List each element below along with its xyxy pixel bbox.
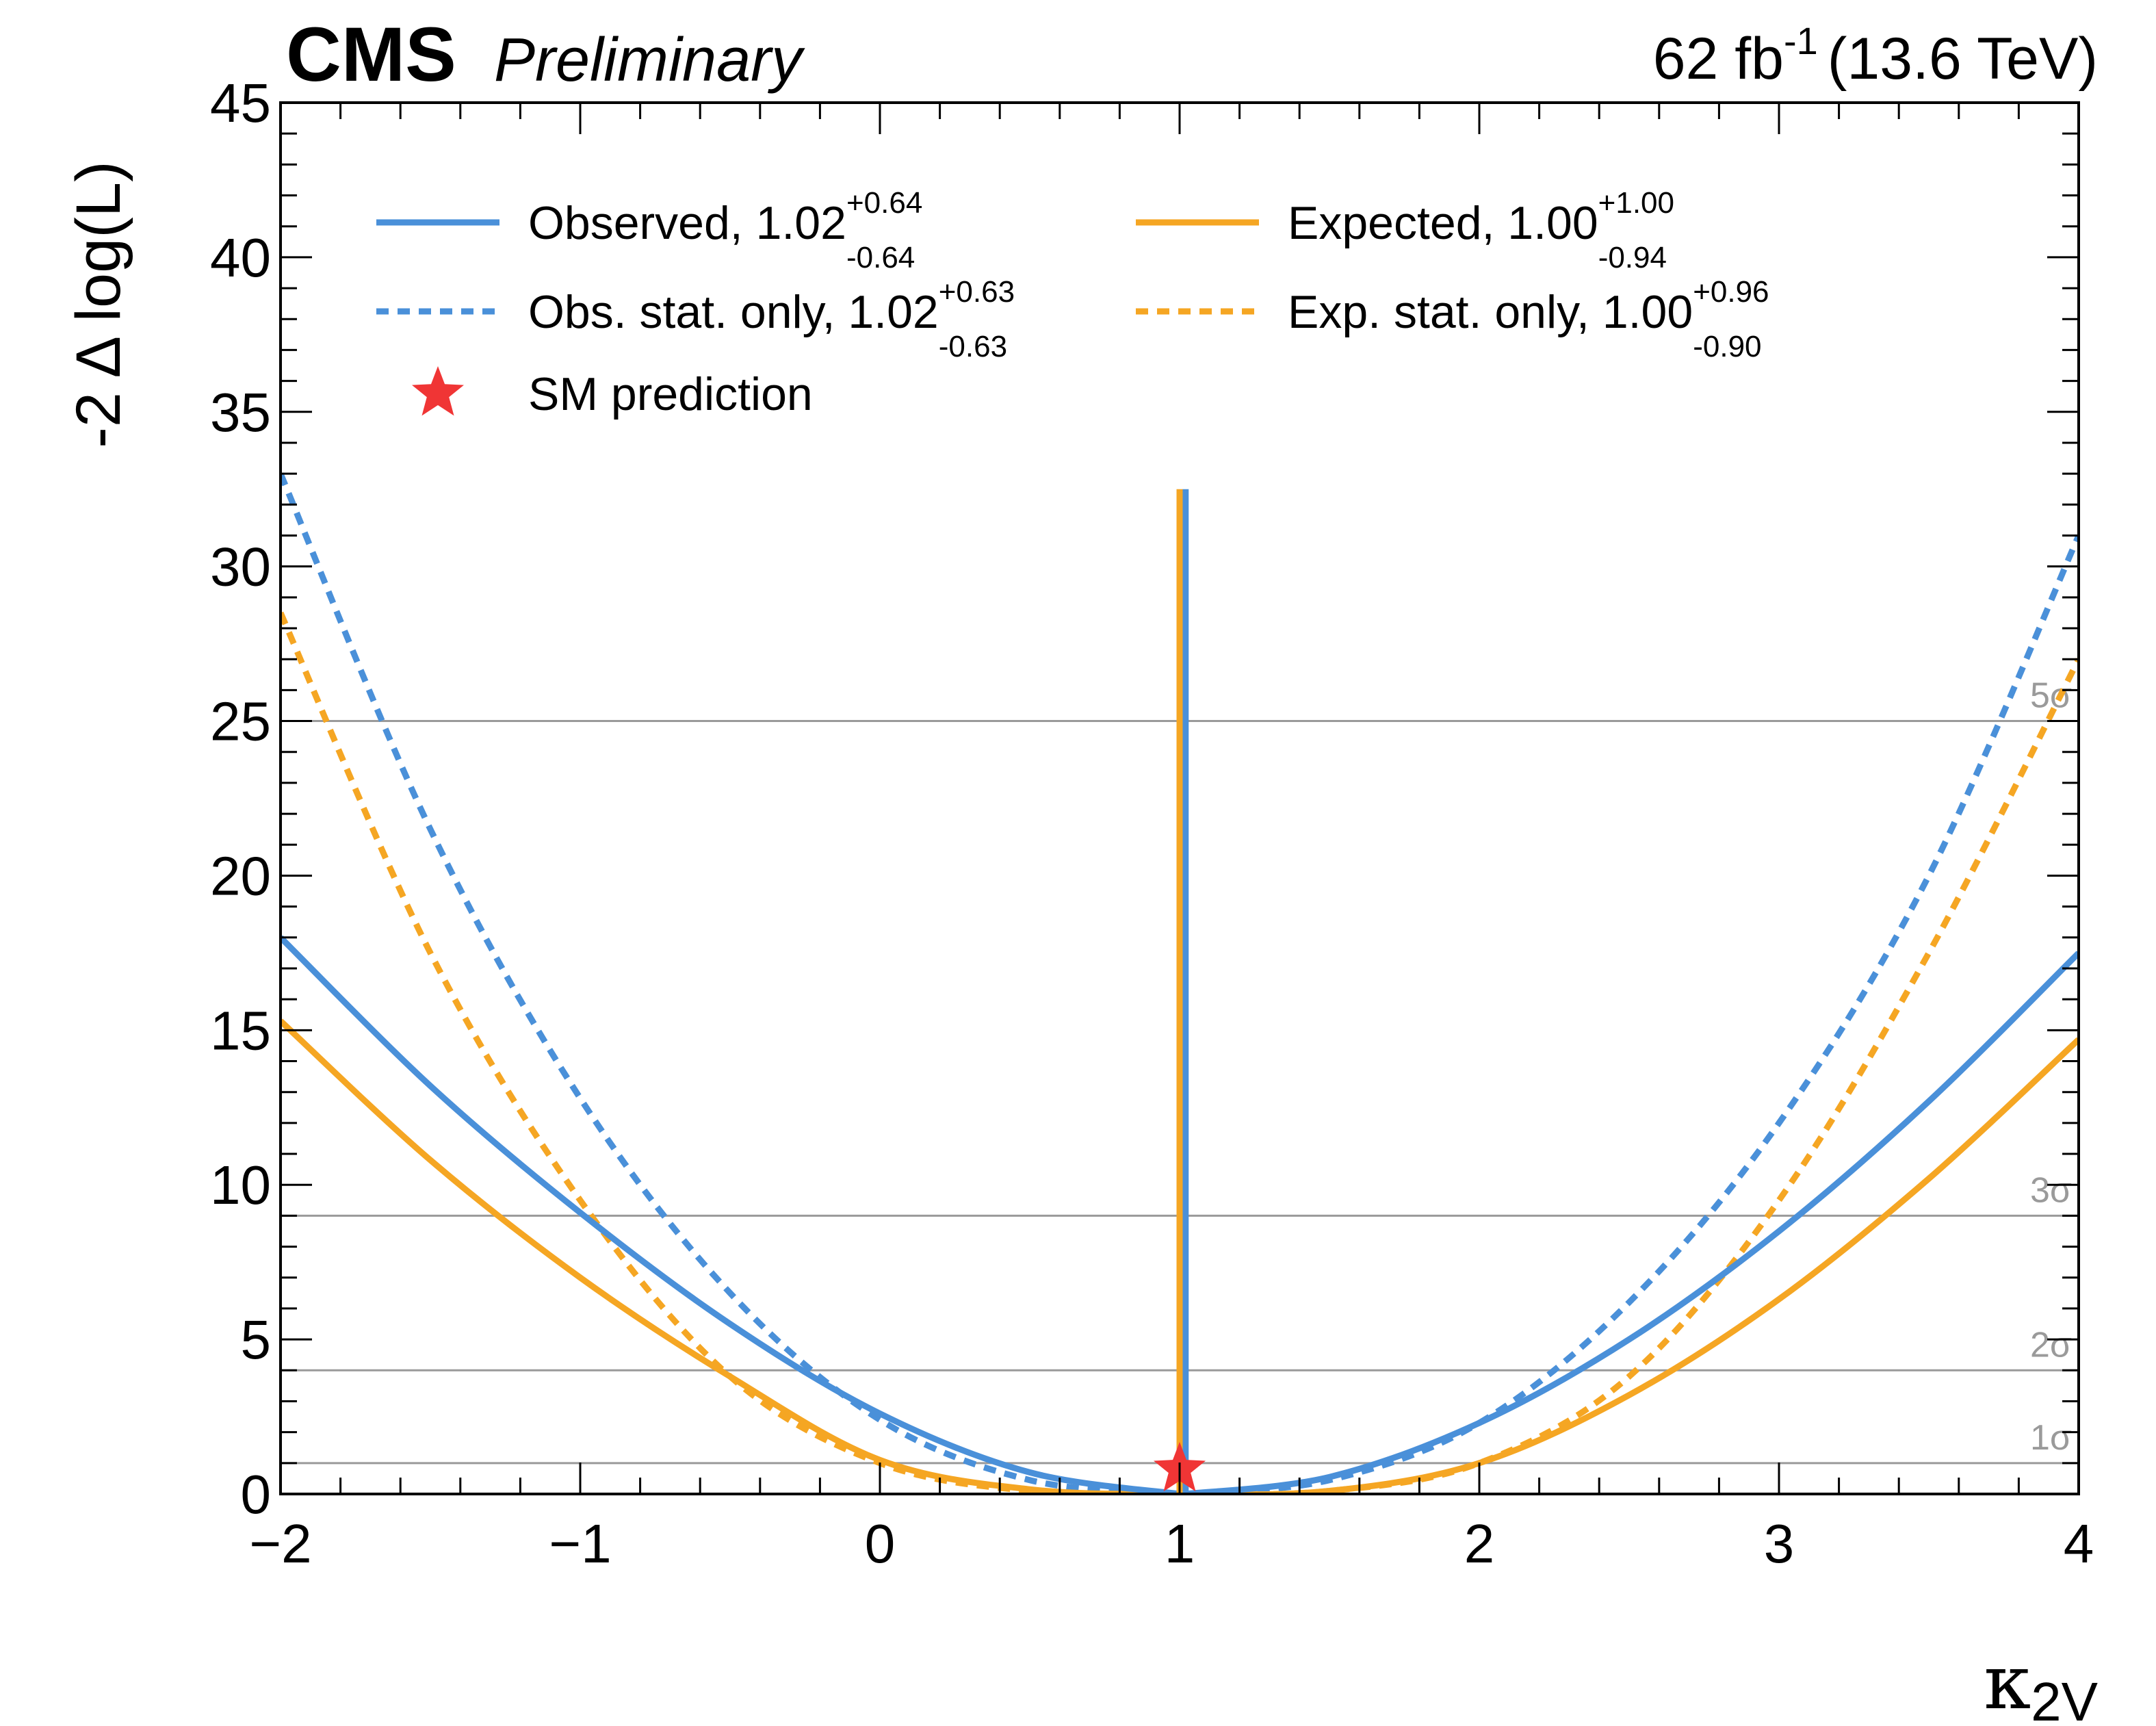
experiment-label: CMS <box>286 12 456 97</box>
legend-name: Observed, 1.02 <box>528 197 846 249</box>
status-label: Preliminary <box>494 26 805 94</box>
y-tick-label: 35 <box>210 382 271 443</box>
y-tick-label: 40 <box>210 227 271 288</box>
legend-up-error: +0.96 <box>1693 275 1769 309</box>
y-tick-label: 30 <box>210 537 271 597</box>
legend-name: Expected, 1.00 <box>1288 197 1598 249</box>
y-tick-label: 15 <box>210 1000 271 1061</box>
y-tick-label: 20 <box>210 845 271 906</box>
best-fit-lines <box>1176 489 1189 1494</box>
legend: Observed, 1.02+0.64 -0.64 Expected, 1.00+1… <box>376 186 1769 420</box>
legend-sm-star-icon <box>412 366 464 416</box>
legend-up-error: +0.64 <box>846 186 922 220</box>
legend-up-error: +1.00 <box>1598 186 1674 220</box>
curve-expected <box>281 1018 2079 1494</box>
y-tick-label: 0 <box>241 1464 272 1525</box>
legend-label-observed: Observed, 1.02+0.64 -0.64 <box>528 186 922 274</box>
legend-label-exp-stat-only: Exp. stat. only, 1.00+0.96 -0.90 <box>1288 275 1769 363</box>
legend-down-error: -0.64 <box>846 241 915 274</box>
y-tick-label: 25 <box>210 691 271 752</box>
curve-observed <box>281 935 2079 1494</box>
curve-exp-stat-only <box>281 611 2079 1494</box>
x-tick-label: 2 <box>1464 1513 1495 1574</box>
x-tick-label: 3 <box>1764 1513 1795 1574</box>
legend-down-error: -0.94 <box>1598 241 1667 274</box>
likelihood-curves <box>281 472 2079 1494</box>
x-tick-label: −2 <box>249 1513 311 1574</box>
y-tick-label: 5 <box>241 1309 272 1370</box>
legend-up-error: +0.63 <box>939 275 1015 309</box>
legend-label-obs-stat-only: Obs. stat. only, 1.02+0.63 -0.63 <box>528 275 1015 363</box>
lumi-value: 62 fb <box>1653 26 1784 92</box>
x-axis-title: κ2V <box>1984 1638 2098 1726</box>
legend-name: Exp. stat. only, 1.00 <box>1288 286 1693 338</box>
lumi-energy-label: 62 fb-1 (13.6 TeV) <box>1653 19 2098 92</box>
legend-label-sm-prediction: SM prediction <box>528 368 813 420</box>
y-tick-label: 45 <box>210 73 271 133</box>
x-tick-label: 1 <box>1165 1513 1195 1574</box>
legend-down-error: -0.90 <box>1693 330 1761 363</box>
legend-label-expected: Expected, 1.00+1.00 -0.94 <box>1288 186 1674 274</box>
legend-name: Obs. stat. only, 1.02 <box>528 286 939 338</box>
energy-value: (13.6 TeV) <box>1828 26 2098 92</box>
x-axis-subscript: 2V <box>2031 1671 2098 1726</box>
sigma-label-1: 1σ <box>2030 1418 2072 1458</box>
x-tick-label: −1 <box>549 1513 611 1574</box>
x-axis-kappa: κ <box>1984 1638 2031 1726</box>
y-tick-label: 10 <box>210 1155 271 1215</box>
y-axis-title: -2 Δ log(L) <box>64 161 133 448</box>
legend-down-error: -0.63 <box>939 330 1007 363</box>
sigma-label-2: 2σ <box>2030 1325 2072 1365</box>
x-tick-label: 0 <box>865 1513 896 1574</box>
lumi-exponent: -1 <box>1784 19 1818 62</box>
x-tick-label: 4 <box>2064 1513 2094 1574</box>
sigma-label-3: 3σ <box>2030 1170 2072 1210</box>
